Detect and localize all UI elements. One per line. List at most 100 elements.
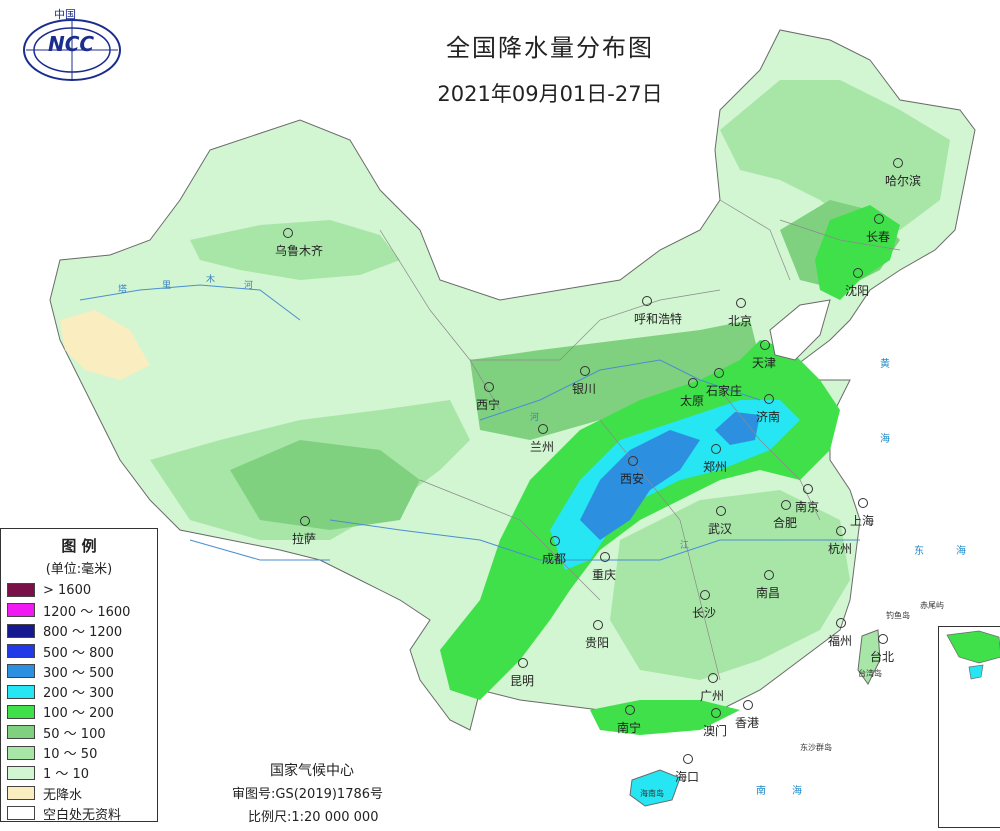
river-label-3: 木	[206, 275, 216, 285]
city-label: 乌鲁木齐	[275, 244, 324, 258]
legend-label: 200 ～ 300	[43, 686, 114, 702]
city-marker	[764, 394, 774, 404]
legend-swatch	[7, 623, 35, 638]
region-100-200-northeast	[815, 205, 900, 300]
legend-swatch	[7, 786, 35, 801]
legend-item: 50 ～ 100	[1, 722, 157, 742]
legend-item: 500 ～ 800	[1, 641, 157, 661]
city-marker	[760, 340, 770, 350]
legend-label: 800 ～ 1200	[43, 625, 123, 641]
legend-swatch	[7, 583, 35, 598]
city-marker	[300, 516, 310, 526]
city-marker	[858, 498, 868, 508]
bohai-sea	[769, 299, 831, 361]
legend-swatch	[7, 644, 35, 659]
legend-item: 1200 ～ 1600	[1, 600, 157, 620]
city-label: 银川	[572, 382, 597, 396]
city-label: 西宁	[476, 398, 501, 412]
legend-label: 10 ～ 50	[43, 747, 98, 763]
legend-item: 100 ～ 200	[1, 702, 157, 722]
legend-item: 无降水	[1, 783, 157, 803]
city-marker	[484, 382, 494, 392]
city-marker	[580, 366, 590, 376]
legend-label: 1 ～ 10	[43, 767, 90, 783]
city-label: 郑州	[703, 460, 728, 474]
region-300-500-east	[715, 412, 760, 445]
inset-map	[946, 630, 1000, 680]
footer-org: 国家气候中心	[270, 763, 354, 779]
city-marker	[538, 424, 548, 434]
city-label: 香港	[735, 716, 760, 730]
legend-swatch	[7, 684, 35, 699]
city-label: 沈阳	[845, 284, 870, 298]
island-label-dongsha: 东沙群岛	[800, 743, 832, 752]
city-marker	[893, 158, 903, 168]
map-title: 全国降水量分布图	[446, 34, 654, 62]
city-label: 重庆	[592, 568, 617, 582]
sea-label-south-2: 海	[792, 786, 802, 797]
region-10-50-northeast	[720, 80, 950, 230]
city-label: 呼和浩特	[634, 312, 683, 326]
city-label: 成都	[542, 552, 567, 566]
city-label: 南昌	[756, 586, 781, 600]
footer-approval: 审图号:GS(2019)1786号	[232, 787, 384, 802]
legend-label: 空白处无资料	[43, 807, 122, 823]
legend-label: 300 ～ 500	[43, 665, 114, 681]
legend-label: 无降水	[43, 787, 83, 803]
city-marker	[600, 552, 610, 562]
sea-label-yellow-2: 海	[880, 434, 890, 445]
city-marker	[711, 444, 721, 454]
map-date-range: 2021年09月01日-27日	[437, 82, 663, 106]
logo-text: NCC	[48, 32, 95, 56]
city-marker	[625, 705, 635, 715]
taiwan-island	[857, 629, 881, 685]
sea-label-east-2: 海	[956, 546, 966, 557]
region-300-500-west	[580, 430, 700, 540]
city-marker	[836, 526, 846, 536]
city-marker	[803, 484, 813, 494]
city-label: 长春	[866, 230, 891, 244]
city-label: 拉萨	[292, 532, 317, 546]
city-label: 海口	[675, 770, 700, 784]
legend-label: 100 ～ 200	[43, 706, 114, 722]
legend-label: 500 ～ 800	[43, 645, 114, 661]
legend-rows: > 1600 1200 ～ 1600 800 ～ 1200 500 ～ 800 300 …	[1, 580, 157, 824]
city-label: 昆明	[510, 674, 535, 688]
city-marker	[593, 620, 603, 630]
city-marker	[874, 214, 884, 224]
legend-item: 800 ～ 1200	[1, 621, 157, 641]
city-label: 上海	[850, 514, 875, 528]
legend-swatch	[7, 603, 35, 618]
city-marker	[628, 456, 638, 466]
footer-scale: 比例尺:1:20 000 000	[248, 810, 379, 825]
city-label: 长沙	[692, 606, 717, 620]
river-label-5: 河	[530, 413, 540, 423]
sea-label-south-1: 南	[756, 786, 766, 797]
legend-item: 200 ～ 300	[1, 681, 157, 701]
city-label: 合肥	[773, 516, 798, 530]
legend-item: 1 ～ 10	[1, 763, 157, 783]
city-marker	[711, 708, 721, 718]
city-label: 台北	[870, 650, 895, 664]
river-label-2: 里	[162, 281, 172, 291]
city-marker	[550, 536, 560, 546]
city-marker	[708, 673, 718, 683]
legend-swatch	[7, 725, 35, 740]
city-marker	[714, 368, 724, 378]
legend-item: 300 ～ 500	[1, 661, 157, 681]
region-10-50-west	[190, 220, 400, 280]
province-borders	[379, 199, 901, 681]
city-label: 杭州	[828, 542, 853, 556]
legend-label: 1200 ～ 1600	[43, 604, 131, 620]
city-label: 济南	[756, 410, 781, 424]
city-marker	[688, 378, 698, 388]
island-label-chiwei: 赤尾屿	[920, 601, 944, 610]
legend-swatch	[7, 745, 35, 760]
city-label: 天津	[752, 356, 777, 370]
city-marker	[764, 570, 774, 580]
city-marker	[642, 296, 652, 306]
city-marker	[683, 754, 693, 764]
legend-swatch	[7, 704, 35, 719]
city-marker	[700, 590, 710, 600]
river-label-1: 塔	[118, 285, 128, 295]
